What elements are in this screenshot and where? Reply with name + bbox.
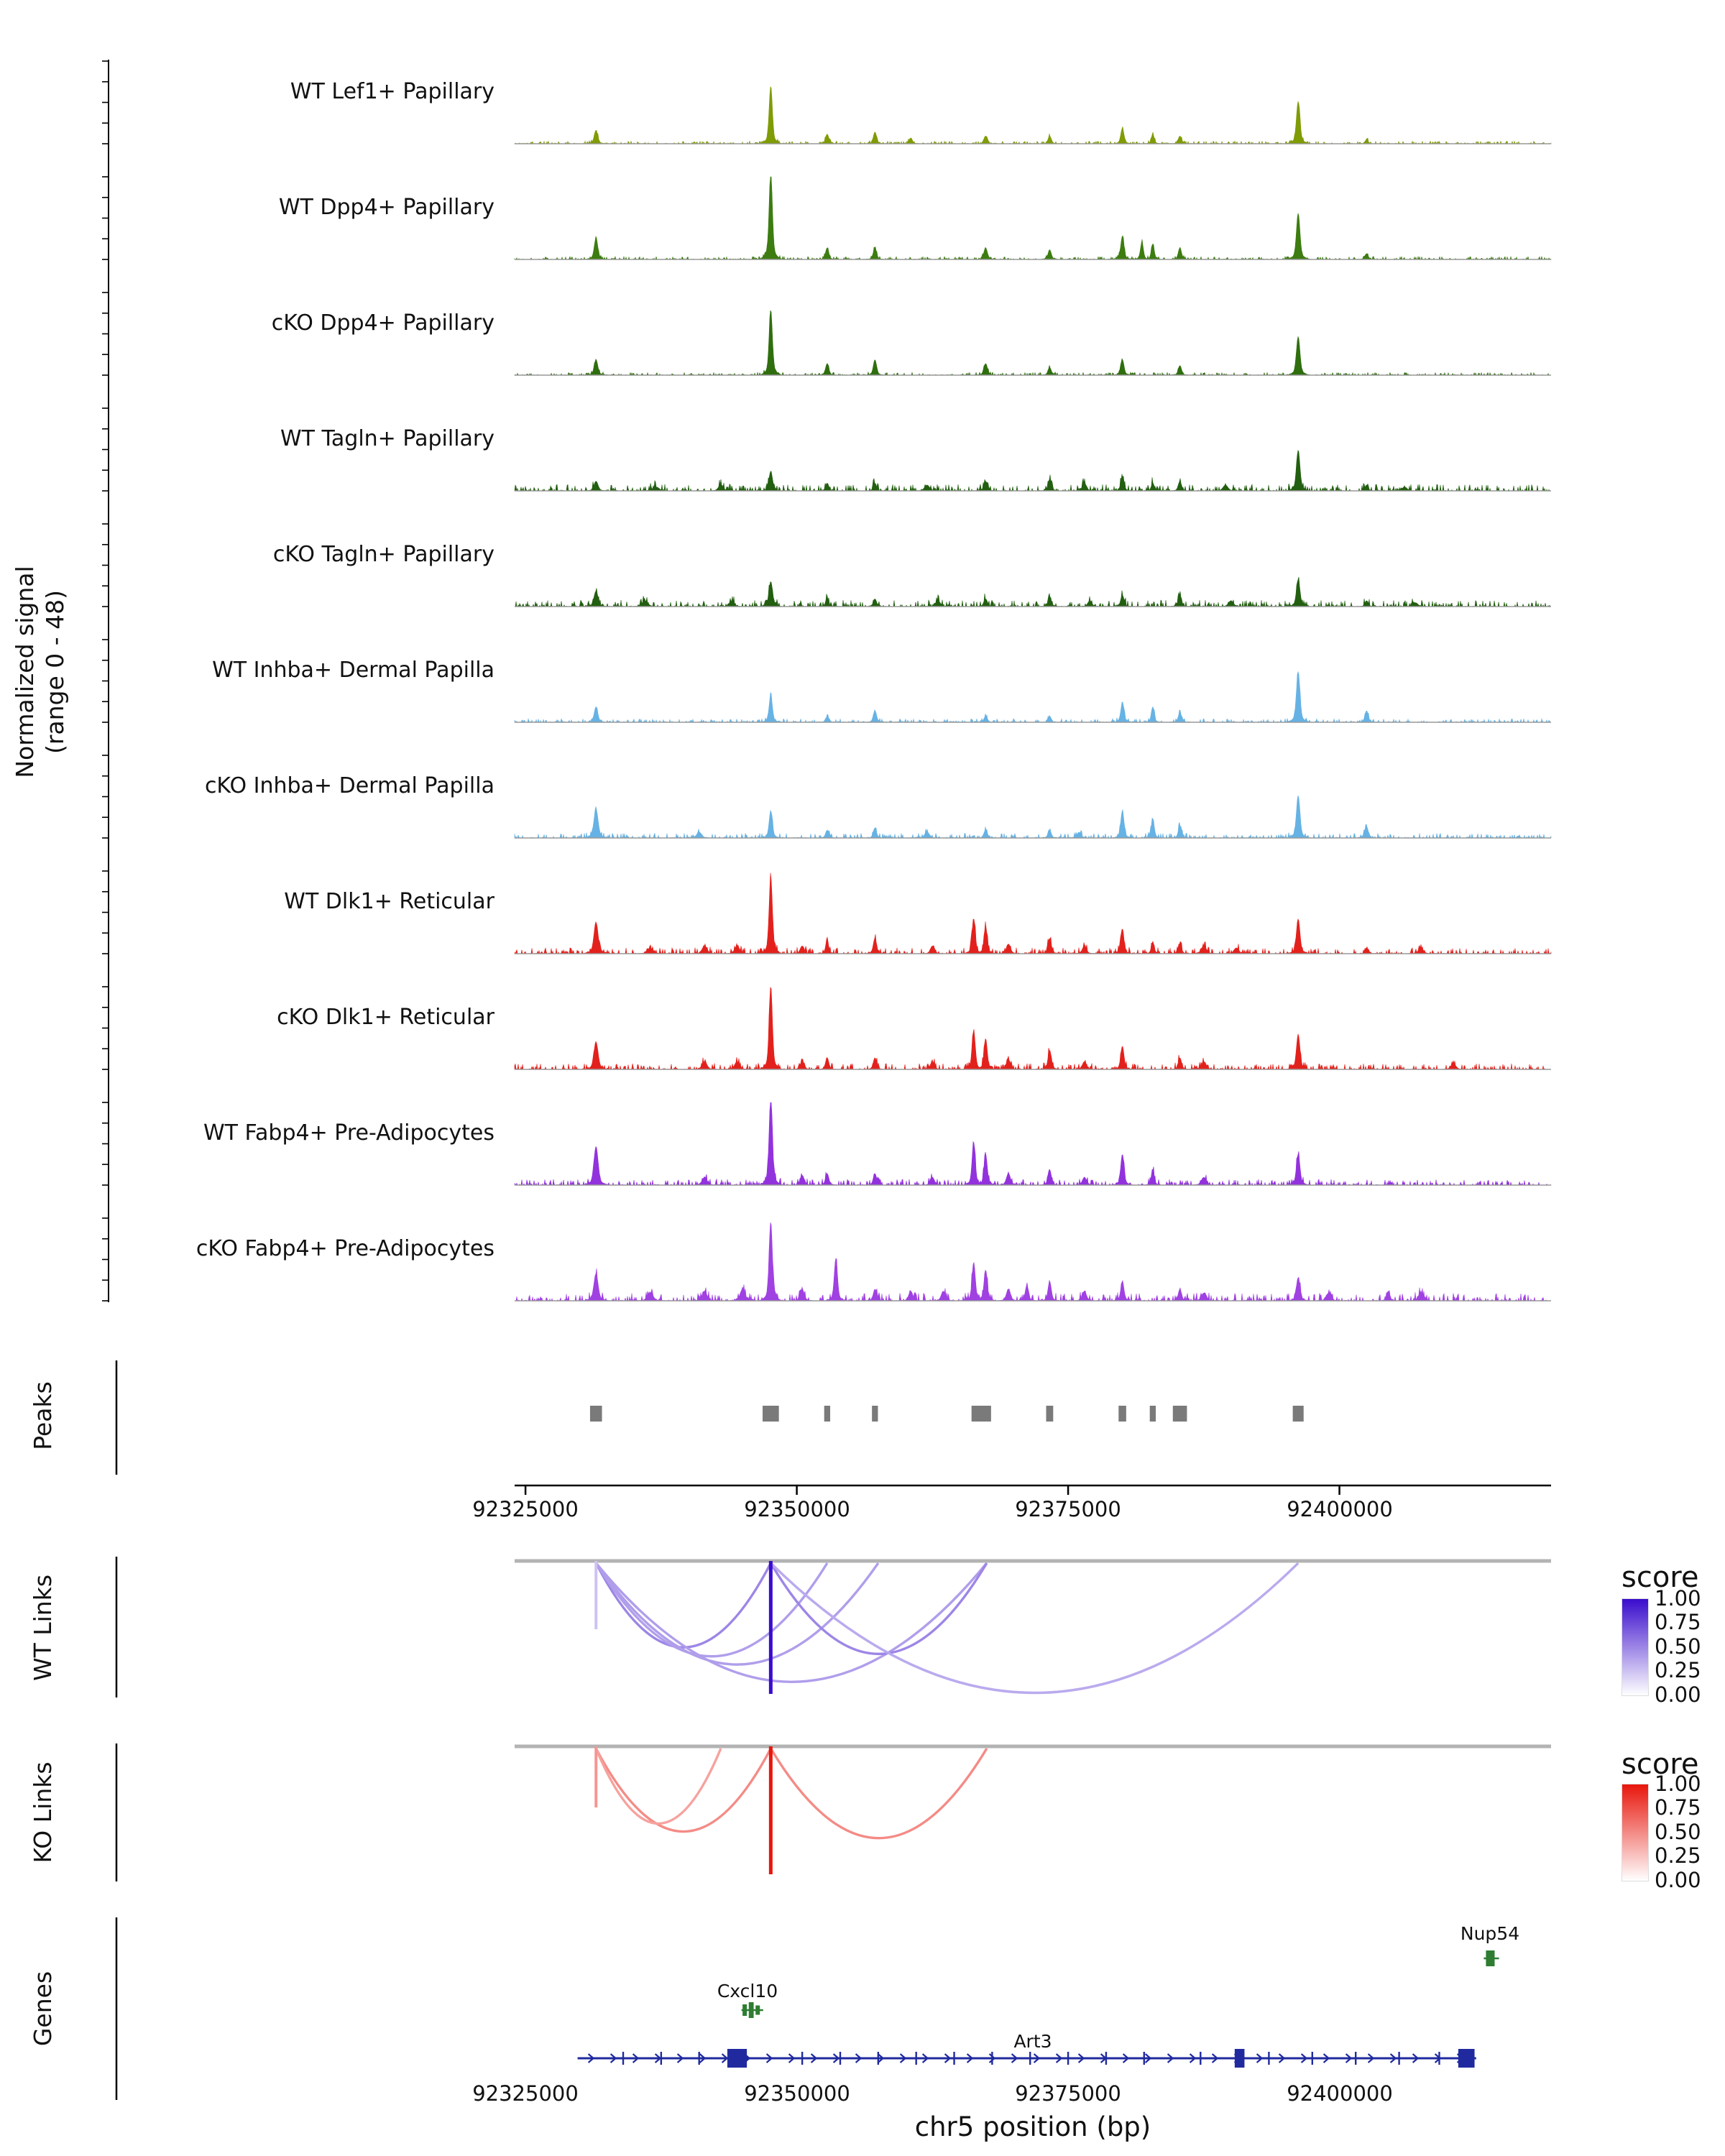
- ko-score-gradient: [1622, 1784, 1649, 1881]
- bottom-axis-tick-92400000: 92400000: [1287, 2081, 1393, 2106]
- ko-score-legend-title: score: [1622, 1748, 1699, 1781]
- track-label-cko-dpp4: cKO Dpp4+ Papillary: [271, 310, 494, 336]
- track-label-cko-fabp4: cKO Fabp4+ Pre-Adipocytes: [196, 1236, 494, 1261]
- bottom-axis-tick-92325000: 92325000: [472, 2081, 579, 2106]
- ko-legend-tick-075: 0.75: [1655, 1795, 1701, 1820]
- top-axis-tick-92400000: 92400000: [1287, 1497, 1393, 1521]
- top-axis-tick-92325000: 92325000: [472, 1497, 579, 1521]
- bottom-axis-tick-92350000: 92350000: [744, 2081, 850, 2106]
- wt-legend-tick-100: 1.00: [1655, 1586, 1701, 1611]
- track-label-cko-dlk1: cKO Dlk1+ Reticular: [277, 1005, 494, 1030]
- track-label-cko-tagln: cKO Tagln+ Papillary: [272, 542, 494, 567]
- ko-legend-tick-050: 0.50: [1655, 1820, 1701, 1844]
- signal-tracks-group: [102, 60, 1552, 1302]
- wt-score-legend-title: score: [1622, 1561, 1699, 1594]
- top-axis-tick-92375000: 92375000: [1015, 1497, 1121, 1521]
- wt-legend-tick-050: 0.50: [1655, 1634, 1701, 1659]
- x-axis-title: chr5 position (bp): [914, 2111, 1151, 2142]
- wt-legend-tick-000: 0.00: [1655, 1682, 1701, 1707]
- bottom-axis-tick-92375000: 92375000: [1015, 2081, 1121, 2106]
- wt-links-group: [515, 1559, 1551, 1695]
- ko-legend-tick-025: 0.25: [1655, 1843, 1701, 1868]
- top-genomic-axis: [515, 1484, 1551, 1495]
- top-axis-tick-92350000: 92350000: [744, 1497, 850, 1521]
- wt-links-panel-label: WT Links: [29, 1574, 57, 1682]
- genes-group: [577, 1950, 1499, 2068]
- track-label-cko-inhba: cKO Inhba+ Dermal Papilla: [204, 773, 494, 798]
- track-label-wt-lef1: WT Lef1+ Papillary: [290, 79, 494, 104]
- genes-panel-label: Genes: [29, 1971, 57, 2047]
- gene-label-cxcl10: Cxcl10: [717, 1981, 778, 2001]
- peaks-group: [589, 1406, 1304, 1422]
- ko-legend-tick-000: 0.00: [1655, 1868, 1701, 1892]
- gene-label-nup54: Nup54: [1460, 1923, 1520, 1944]
- ko-links-panel-label: KO Links: [29, 1761, 57, 1864]
- wt-legend-tick-075: 0.75: [1655, 1610, 1701, 1634]
- wt-score-gradient: [1622, 1598, 1649, 1696]
- ko-legend-tick-100: 1.00: [1655, 1772, 1701, 1796]
- track-label-wt-dlk1: WT Dlk1+ Reticular: [284, 889, 494, 914]
- track-label-wt-inhba: WT Inhba+ Dermal Papilla: [212, 658, 494, 683]
- peaks-panel-label: Peaks: [29, 1381, 57, 1450]
- wt-legend-tick-025: 0.25: [1655, 1658, 1701, 1682]
- ko-links-group: [515, 1744, 1551, 1874]
- track-label-wt-tagln: WT Tagln+ Papillary: [280, 426, 494, 451]
- gene-label-art3: Art3: [1013, 2031, 1052, 2052]
- track-label-wt-dpp4: WT Dpp4+ Papillary: [278, 195, 494, 220]
- track-label-wt-fabp4: WT Fabp4+ Pre-Adipocytes: [203, 1120, 494, 1146]
